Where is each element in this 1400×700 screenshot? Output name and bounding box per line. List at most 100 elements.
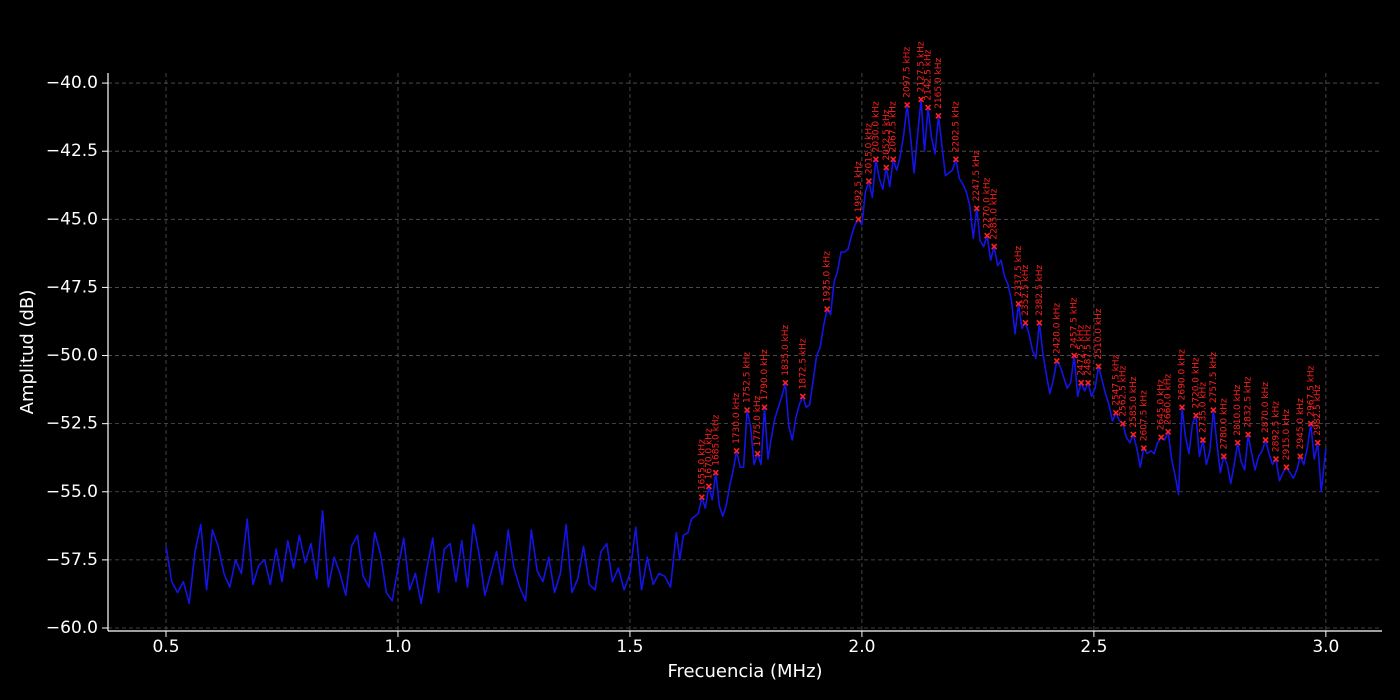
peak-marker	[1158, 434, 1165, 441]
peak-marker	[952, 156, 959, 163]
peak-label: 2097.5 kHz	[903, 47, 913, 98]
peak-label: 2285.0 kHz	[990, 188, 1000, 239]
peak-marker	[1119, 420, 1126, 427]
peak-marker	[1053, 357, 1060, 365]
peak-label: 2127.5 kHz	[917, 41, 927, 92]
peak-label: 2457.5 kHz	[1070, 297, 1080, 348]
peak-label: 2270.0 kHz	[983, 177, 993, 228]
peak-label: 2892.5 kHz	[1271, 401, 1281, 452]
peak-marker	[935, 112, 942, 119]
peak-marker	[733, 447, 740, 454]
peak-label: 2472.5 kHz	[1077, 324, 1087, 375]
peak-marker	[973, 205, 980, 212]
peak-marker	[855, 216, 862, 223]
peak-marker	[1015, 300, 1022, 307]
peak-marker	[1140, 445, 1147, 452]
peak-marker	[1095, 363, 1102, 370]
peak-marker	[1245, 431, 1252, 438]
x-tick-label: 2.5	[1080, 637, 1107, 657]
peak-label: 1655.0 kHz	[697, 439, 707, 490]
y-axis-label: Amplitud (dB)	[17, 290, 38, 415]
peak-label: 2832.5 kHz	[1244, 376, 1254, 427]
peak-label: 2352.5 kHz	[1021, 265, 1031, 316]
peak-marker	[1199, 436, 1206, 444]
y-tick-label: −50.0	[46, 346, 98, 366]
peak-marker	[1262, 436, 1269, 444]
peak-marker	[1220, 453, 1227, 460]
peak-label: 2067.5 kHz	[889, 101, 899, 152]
y-tick-label: −47.5	[46, 277, 98, 297]
y-tick-label: −45.0	[46, 209, 98, 229]
peak-label: 1685.0 kHz	[711, 414, 721, 465]
peak-label: 1790.0 kHz	[760, 349, 770, 400]
peak-label: 2780.0 kHz	[1219, 398, 1229, 449]
peak-marker	[883, 164, 890, 171]
peak-label: 1872.5 kHz	[798, 338, 808, 389]
peak-marker	[1314, 439, 1321, 446]
peak-label: 2562.5 kHz	[1118, 365, 1128, 416]
peak-marker	[890, 156, 897, 163]
x-tick-label: 2.0	[848, 637, 875, 657]
peak-marker	[754, 450, 761, 457]
y-tick-label: −52.5	[46, 414, 98, 434]
peak-label: 2720.0 kHz	[1191, 357, 1201, 408]
peak-marker	[1036, 319, 1043, 326]
peak-label: 1730.0 kHz	[732, 393, 742, 444]
peak-marker	[1307, 420, 1314, 427]
peak-label: 2757.5 kHz	[1209, 352, 1219, 403]
peak-marker	[1283, 464, 1290, 471]
peak-label: 2660.0 kHz	[1164, 373, 1174, 424]
peak-label: 2202.5 kHz	[951, 101, 961, 152]
peak-label: 2607.5 kHz	[1139, 390, 1149, 441]
peak-label: 2247.5 kHz	[972, 150, 982, 201]
peak-marker	[1078, 379, 1085, 386]
peak-label: 2337.5 kHz	[1014, 245, 1024, 296]
spectrum-line	[165, 98, 1327, 605]
y-tick-label: −55.0	[46, 482, 98, 502]
peak-label: 2487.5 kHz	[1084, 324, 1094, 375]
peak-marker	[1085, 379, 1092, 386]
peak-label: 1835.0 kHz	[781, 324, 791, 375]
peak-label: 1925.0 kHz	[823, 251, 833, 302]
peak-label: 2510.0 kHz	[1094, 308, 1104, 359]
x-tick-label: 3.0	[1312, 637, 1339, 657]
peak-label: 1670.0 kHz	[704, 428, 714, 479]
peak-label: 2810.0 kHz	[1233, 384, 1243, 435]
peak-marker	[698, 494, 705, 501]
peak-marker	[824, 306, 831, 313]
peak-marker	[872, 156, 879, 163]
peak-label: 2382.5 kHz	[1035, 265, 1045, 316]
peak-label: 2735.0 kHz	[1198, 382, 1208, 433]
peak-label: 2420.0 kHz	[1052, 303, 1062, 354]
peak-marker	[1112, 409, 1119, 416]
x-tick-label: 0.5	[152, 637, 179, 657]
peak-marker	[705, 483, 712, 490]
y-tick-label: −57.5	[46, 550, 98, 570]
y-tick-label: −40.0	[46, 73, 98, 93]
peak-marker	[1192, 412, 1200, 419]
y-tick-label: −42.5	[46, 141, 98, 161]
peak-label: 2982.5 kHz	[1313, 384, 1323, 435]
peak-label: 2645.0 kHz	[1157, 379, 1167, 430]
peak-marker	[918, 96, 925, 103]
peak-label: 2052.5 kHz	[882, 109, 892, 160]
peak-label: 2547.5 kHz	[1111, 354, 1121, 405]
peak-marker	[744, 406, 751, 414]
peak-label: 2585.0 kHz	[1129, 376, 1139, 427]
peak-label: 2915.0 kHz	[1282, 409, 1292, 460]
peak-marker	[1297, 453, 1304, 460]
peak-label: 2690.0 kHz	[1178, 349, 1188, 400]
peak-marker	[904, 101, 911, 108]
peak-marker	[1130, 431, 1137, 438]
peak-marker	[984, 232, 991, 239]
peak-label: 2967.5 kHz	[1306, 365, 1316, 416]
peak-marker	[1165, 428, 1172, 435]
peak-marker	[1272, 456, 1280, 463]
peak-marker	[1071, 352, 1078, 359]
peak-label: 2870.0 kHz	[1261, 382, 1271, 433]
peak-marker	[761, 404, 768, 411]
peak-marker	[991, 243, 998, 250]
peak-label: 2945.0 kHz	[1296, 398, 1306, 449]
